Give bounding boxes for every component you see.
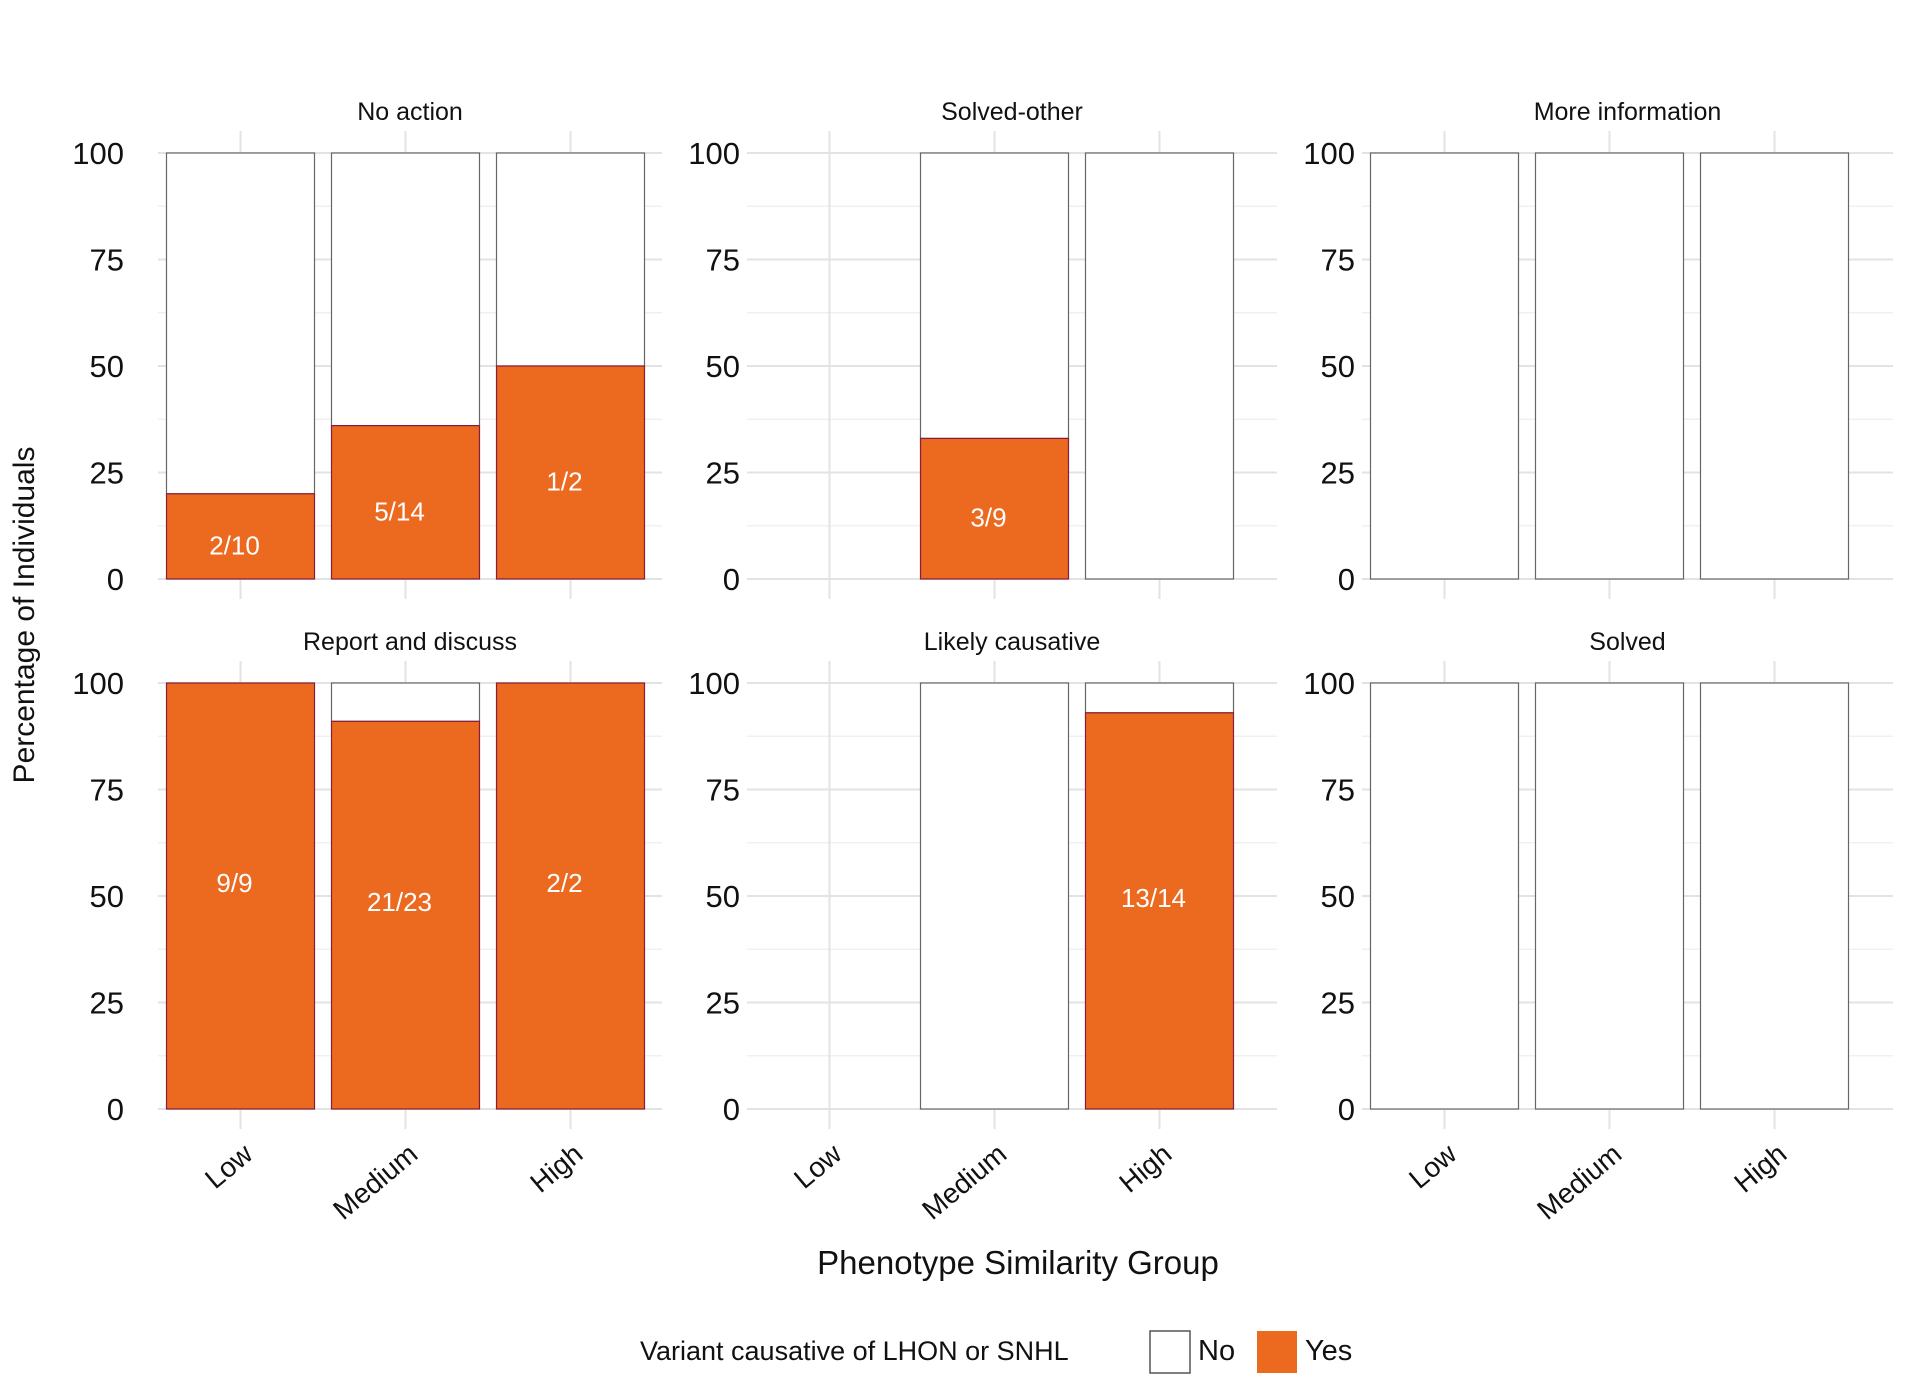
y-tick-label: 25 — [706, 456, 740, 491]
y-tick-label: 50 — [706, 879, 740, 914]
bar-segment-no — [1699, 682, 1850, 1110]
bar-data-label: 21/23 — [367, 887, 432, 917]
bar-segment-yes — [495, 365, 646, 580]
panel-solved-other: 0 25 50 75 100 Solved-other 3/9 — [688, 98, 1277, 599]
y-tick-label: 75 — [90, 773, 124, 808]
y-axis-label: Percentage of Individuals — [8, 447, 41, 784]
legend-label-no: No — [1198, 1335, 1235, 1367]
y-tick-label: 75 — [90, 243, 124, 278]
bar-segment-no — [1369, 682, 1520, 1110]
y-tick-label: 25 — [90, 986, 124, 1021]
panel-title: Solved-other — [941, 98, 1083, 126]
y-tick-label: 75 — [1321, 773, 1355, 808]
bar-data-label: 5/14 — [374, 496, 425, 526]
y-tick-label: 25 — [90, 456, 124, 491]
bar-segment-no — [495, 152, 646, 367]
y-tick-label: 50 — [90, 349, 124, 384]
bar-segment-yes — [919, 437, 1070, 580]
y-tick-label: 0 — [107, 562, 124, 597]
bar-data-label: 9/9 — [216, 868, 252, 898]
bar-segment-yes — [165, 493, 316, 580]
bar-segment-no — [1534, 682, 1685, 1110]
bar-segment-yes — [330, 425, 481, 580]
bar-data-label: 1/2 — [546, 467, 582, 497]
y-tick-label: 50 — [1321, 879, 1355, 914]
legend-label-yes: Yes — [1305, 1335, 1352, 1367]
y-tick-label: 75 — [706, 773, 740, 808]
panel-title: Solved — [1589, 628, 1665, 656]
legend-swatch-no — [1149, 1330, 1191, 1374]
y-tick-label: 0 — [1338, 562, 1355, 597]
bar-segment-no — [1084, 682, 1235, 714]
bar-segment-yes — [330, 720, 481, 1110]
y-tick-label: 0 — [723, 562, 740, 597]
bar-data-label: 2/2 — [546, 868, 582, 898]
x-tick-label: Low — [788, 1137, 848, 1194]
x-tick-label: High — [524, 1138, 588, 1199]
y-tick-label: 0 — [1338, 1092, 1355, 1127]
bar-segment-no — [165, 152, 316, 495]
panel-likely-causative: 0 25 50 75 100 Likely causative 13/14 Low Medium… — [688, 628, 1277, 1226]
bar-segment-no — [919, 682, 1070, 1110]
panel-no-action: 0 25 50 75 100 No action 2/10 5/14 1/2 — [72, 98, 662, 599]
bar-data-label: 3/9 — [970, 503, 1006, 533]
panel-title: Likely causative — [924, 628, 1100, 656]
x-tick-label: Low — [1403, 1137, 1463, 1194]
y-tick-label: 50 — [706, 349, 740, 384]
x-axis-label: Phenotype Similarity Group — [817, 1244, 1219, 1281]
bar-segment-no — [1369, 152, 1520, 580]
legend: Variant causative of LHON or SNHL No Yes — [640, 1330, 1352, 1374]
y-tick-label: 0 — [723, 1092, 740, 1127]
panel-more-information: 0 25 50 75 100 More information — [1303, 98, 1893, 599]
bar-segment-no — [1534, 152, 1685, 580]
legend-title: Variant causative of LHON or SNHL — [640, 1336, 1069, 1366]
bar-segment-yes — [1084, 712, 1235, 1110]
y-tick-label: 100 — [72, 136, 124, 171]
bar-segment-no — [1699, 152, 1850, 580]
bar-segment-yes — [165, 682, 316, 1110]
y-tick-label: 100 — [688, 666, 740, 701]
bar-data-label: 13/14 — [1121, 883, 1186, 913]
panel-report-and-discuss: 0 25 50 75 100 Report and discuss 9/9 21/23 2/2 L… — [72, 628, 662, 1226]
x-tick-label: Medium — [916, 1138, 1012, 1226]
panel-title: No action — [357, 98, 463, 126]
y-tick-label: 50 — [90, 879, 124, 914]
y-tick-label: 75 — [706, 243, 740, 278]
x-tick-label: Medium — [327, 1138, 423, 1226]
bar-segment-no — [919, 152, 1070, 440]
bar-data-label: 2/10 — [209, 530, 260, 560]
x-tick-label: Medium — [1531, 1138, 1627, 1226]
bar-segment-no — [330, 152, 481, 427]
y-tick-label: 25 — [706, 986, 740, 1021]
panel-title: Report and discuss — [303, 628, 517, 656]
y-tick-label: 0 — [107, 1092, 124, 1127]
y-tick-label: 100 — [1303, 136, 1355, 171]
x-tick-label: Low — [199, 1137, 259, 1194]
y-tick-label: 100 — [688, 136, 740, 171]
y-tick-label: 100 — [1303, 666, 1355, 701]
x-tick-label: High — [1728, 1138, 1792, 1199]
y-tick-label: 100 — [72, 666, 124, 701]
y-tick-label: 25 — [1321, 456, 1355, 491]
bar-segment-no — [330, 682, 481, 722]
bar-segment-yes — [495, 682, 646, 1110]
legend-swatch-yes — [1257, 1331, 1297, 1373]
panel-title: More information — [1534, 98, 1722, 126]
panels-layer: 0 25 50 75 100 No action 2/10 5/14 1/2 0 25 50 75 100… — [72, 98, 1893, 1226]
bar-segment-no — [1084, 152, 1235, 580]
panel-solved: 0 25 50 75 100 Solved Low Medium High — [1303, 628, 1893, 1226]
x-tick-label: High — [1113, 1138, 1177, 1199]
y-tick-label: 50 — [1321, 349, 1355, 384]
y-tick-label: 75 — [1321, 243, 1355, 278]
y-tick-label: 25 — [1321, 986, 1355, 1021]
